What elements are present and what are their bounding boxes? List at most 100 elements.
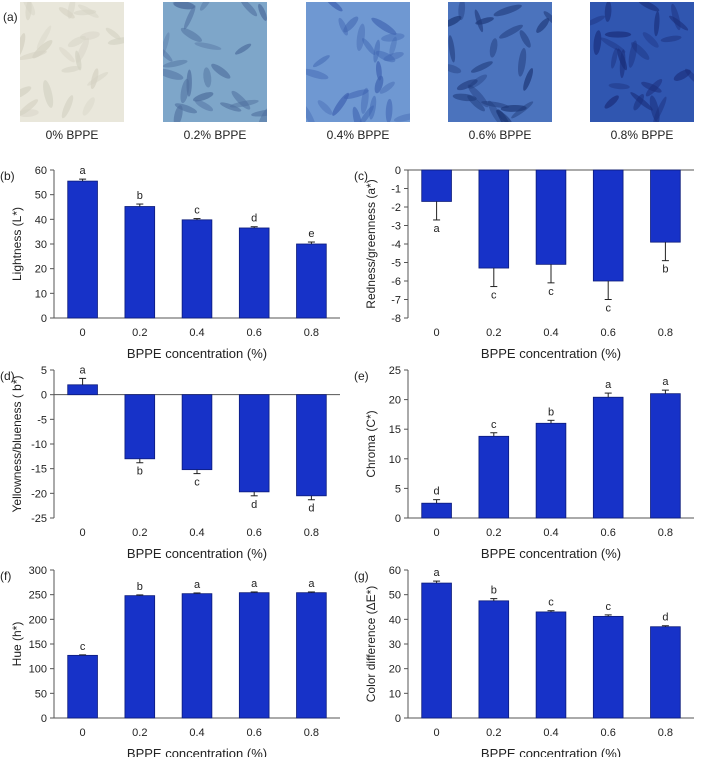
rice-grain: [375, 61, 382, 81]
significance-letter: a: [434, 223, 441, 235]
bar: [67, 654, 98, 719]
rice-grain: [43, 80, 54, 108]
rice-grain: [608, 83, 630, 90]
rice-grain: [487, 100, 503, 122]
rice-grain: [36, 25, 52, 50]
bar: [124, 206, 156, 319]
rice-grain: [393, 113, 410, 122]
rice-photo-06: [448, 2, 552, 122]
x-tick-label: 0: [434, 727, 440, 739]
significance-letter: b: [491, 585, 497, 597]
rice-grain: [194, 42, 222, 50]
rice-grain: [203, 67, 212, 88]
significance-letter: a: [251, 578, 258, 590]
significance-letter: d: [251, 213, 257, 225]
y-tick-label: -1: [391, 184, 401, 196]
rice-grain: [649, 95, 660, 122]
rice-grain: [256, 107, 267, 122]
rice-grain: [163, 32, 170, 58]
rice-grain: [385, 98, 393, 122]
bar: [535, 611, 567, 719]
y-tick-label: -20: [31, 488, 47, 500]
x-tick-label: 0.4: [189, 527, 204, 539]
y-tick-label: 0: [395, 713, 401, 725]
rice-grain: [381, 33, 405, 42]
rice-grain: [67, 2, 76, 19]
y-axis-label: Chroma (C*): [364, 410, 378, 477]
panel-letter-a: (a): [3, 10, 18, 24]
photo-panel: (a) 0% BPPE 0.2% BPPE 0.4% BPPE 0.6% BPP…: [0, 0, 708, 150]
significance-letter: b: [137, 190, 143, 202]
significance-letter: b: [662, 264, 668, 276]
panel-letter: (e): [354, 369, 369, 383]
rice-grain: [496, 109, 512, 122]
rice-grain: [669, 15, 689, 31]
rice-grain: [371, 17, 397, 35]
rice-grain: [352, 106, 363, 122]
chart-redness-greenness: (c) -8 -7 -6 -5 -4 -3 -2 -1 0 Redness/greenness (a…: [354, 165, 694, 361]
rice-grain: [61, 95, 74, 119]
bar: [478, 435, 510, 519]
rice-grain: [240, 2, 258, 17]
chart-chroma: (e) 0 5 10 15 20 25 Chroma (C*) d 0 c 0.2 b 0.4 a 0.6 a 0…: [354, 365, 694, 561]
x-tick-label: 0.6: [247, 727, 262, 739]
rice-grain: [642, 32, 659, 48]
rice-grain: [604, 2, 612, 22]
bar: [181, 593, 213, 719]
rice-grain: [231, 90, 251, 110]
rice-grain: [519, 30, 531, 48]
rice-grains: [448, 2, 552, 122]
rice-photo-0: [20, 2, 124, 122]
rice-grain: [90, 68, 99, 90]
rice-grain: [373, 39, 381, 63]
x-tick-label: 0.4: [543, 527, 558, 539]
y-tick-label: 0: [395, 513, 401, 525]
bar: [67, 384, 98, 396]
rice-grain: [193, 92, 214, 102]
panel-letter: (g): [354, 569, 369, 583]
bar: [650, 626, 681, 719]
rice-grain: [684, 68, 694, 85]
y-tick-label: 20: [389, 664, 401, 676]
x-tick-label: 0.2: [486, 327, 501, 339]
photo-label-06: 0.6% BPPE: [468, 128, 532, 142]
rice-grain: [80, 31, 100, 41]
x-axis-label: BPPE concentration (%): [481, 546, 621, 561]
rice-grain: [183, 5, 196, 30]
y-tick-label: -4: [391, 239, 401, 251]
rice-grain: [317, 100, 333, 115]
rice-grain: [374, 75, 384, 94]
y-tick-label: 40: [389, 614, 401, 626]
bar: [478, 600, 510, 719]
rice-grain: [628, 40, 637, 68]
significance-letter: d: [251, 499, 257, 511]
rice-grain: [458, 2, 466, 21]
rice-grain: [604, 95, 619, 109]
x-tick-label: 0: [434, 527, 440, 539]
rice-grain: [493, 4, 522, 17]
significance-letter: c: [491, 290, 497, 302]
rice-grain: [489, 38, 498, 58]
bar: [238, 394, 270, 493]
y-tick-label: 50: [35, 190, 47, 202]
rice-grain: [76, 37, 90, 63]
y-tick-label: -7: [391, 295, 401, 307]
rice-grain: [452, 93, 477, 102]
y-tick-label: 100: [29, 664, 47, 676]
rice-grain: [536, 18, 550, 33]
rice-photo-04-fill: [306, 2, 410, 122]
significance-letter: a: [308, 578, 315, 590]
rice-grain: [631, 42, 650, 60]
x-tick-label: 0.2: [486, 527, 501, 539]
y-tick-label: -6: [391, 276, 401, 288]
y-tick-label: 60: [35, 165, 47, 177]
rice-grain: [25, 2, 32, 21]
chart-hue: (f) 0 50 100 150 200 250 300 Hue (h*) c 0 b 0.2 a 0.4 a…: [0, 565, 340, 757]
rice-grain: [383, 52, 404, 61]
rice-photo-02: [163, 2, 267, 122]
y-tick-label: -5: [37, 414, 47, 426]
significance-letter: b: [137, 581, 143, 593]
panel-letter: (b): [0, 169, 15, 183]
significance-letter: a: [662, 376, 669, 388]
significance-letter: c: [548, 286, 554, 298]
